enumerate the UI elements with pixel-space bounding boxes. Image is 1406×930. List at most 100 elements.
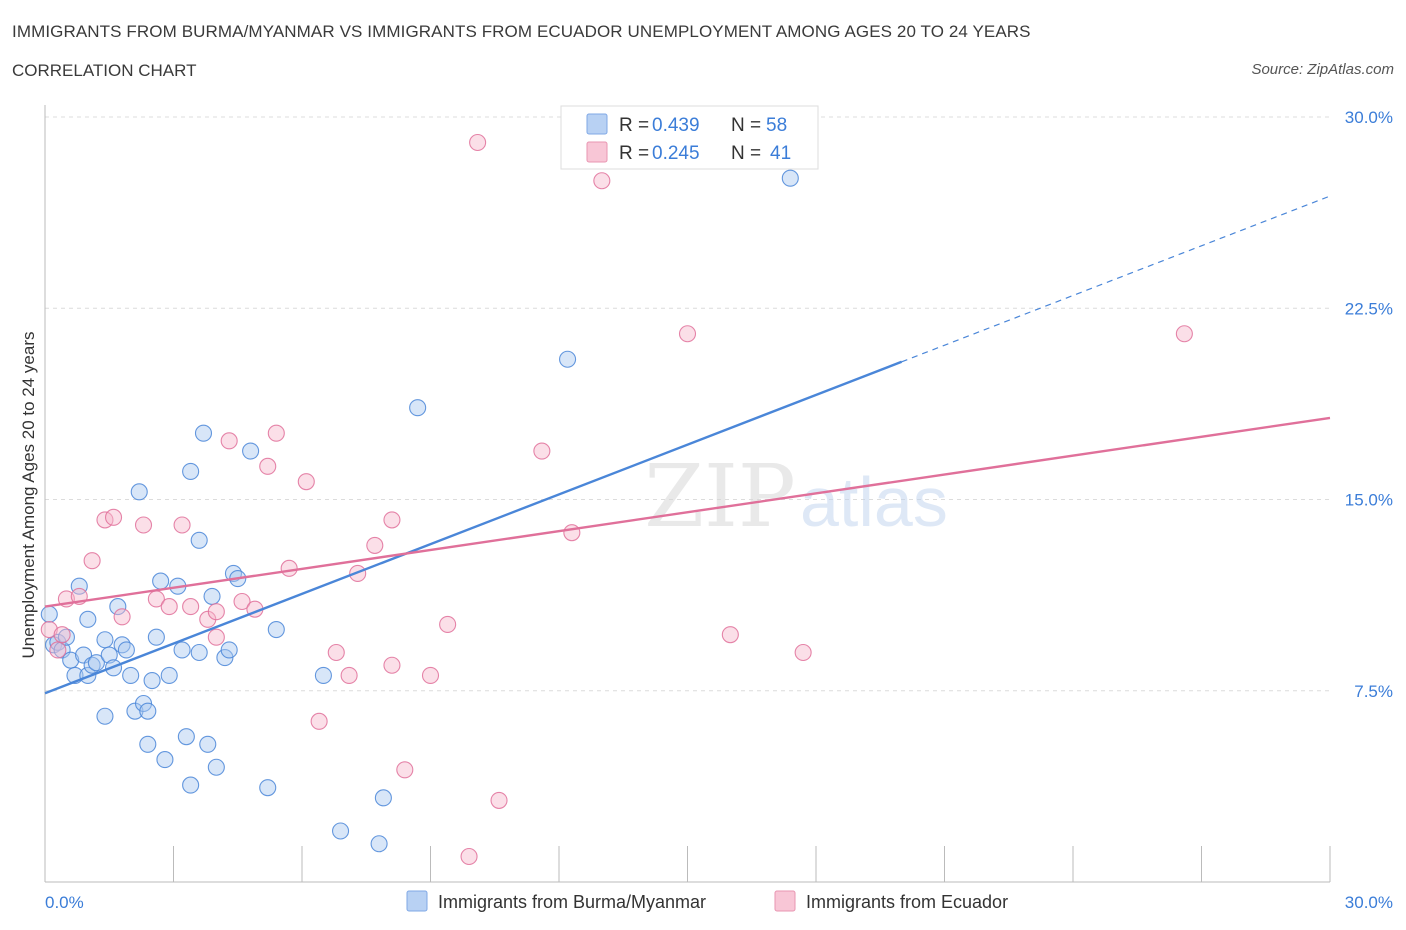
y-tick-label: 22.5% (1345, 299, 1393, 318)
series-legend: Immigrants from Burma/Myanmar Immigrants… (406, 890, 1008, 912)
point-ecuador (533, 442, 551, 460)
point-burma (139, 702, 157, 720)
trend-lines (44, 195, 1331, 695)
point-burma (259, 779, 277, 797)
point-burma (139, 735, 157, 753)
legend-r-value-ecuador: 0.245 (652, 143, 700, 164)
point-burma (156, 751, 174, 769)
point-ecuador (259, 457, 277, 475)
trend-line-ecuador (44, 416, 1331, 608)
point-burma (781, 169, 799, 187)
point-burma (370, 835, 388, 853)
point-burma (70, 577, 88, 595)
y-tick-labels: 7.5% 15.0% 22.5% 30.0% (1345, 108, 1393, 701)
point-ecuador (1175, 325, 1193, 343)
point-burma (331, 822, 350, 840)
point-burma (267, 620, 285, 639)
legend-swatch-ecuador (586, 141, 608, 163)
point-burma (96, 707, 114, 725)
point-burma (40, 605, 58, 623)
bottom-legend-label-ecuador: Immigrants from Ecuador (806, 892, 1008, 912)
legend-r-label-ecuador: R = (619, 143, 649, 164)
point-burma (100, 646, 118, 664)
point-burma (122, 666, 140, 685)
point-burma (160, 666, 178, 685)
point-burma (207, 758, 225, 776)
point-ecuador (678, 325, 697, 343)
point-ecuador (173, 516, 191, 534)
x-tick-label-min: 0.0% (45, 893, 84, 912)
point-ecuador (469, 133, 487, 152)
point-ecuador (49, 641, 67, 659)
watermark-zip: ZIP (644, 447, 796, 547)
point-burma (79, 610, 97, 628)
point-ecuador (297, 473, 315, 491)
point-burma (220, 641, 238, 659)
point-ecuador (233, 592, 251, 611)
legend-n-value-burma: 58 (766, 115, 787, 136)
point-burma (194, 424, 213, 442)
y-tick-label: 15.0% (1345, 491, 1393, 510)
point-burma (182, 776, 200, 794)
point-burma (117, 641, 135, 659)
point-ecuador (490, 791, 508, 809)
point-ecuador (134, 516, 153, 534)
point-burma (96, 631, 114, 649)
point-ecuador (563, 524, 581, 542)
chart-subtitle: CORRELATION CHART (12, 61, 197, 80)
point-ecuador (383, 656, 401, 674)
point-ecuador (593, 172, 611, 190)
x-tick-marks (44, 846, 1331, 882)
point-burma (173, 641, 191, 659)
point-ecuador (421, 666, 440, 685)
point-burma (182, 462, 200, 481)
source-label: Source: ZipAtlas.com (1251, 61, 1394, 78)
point-ecuador (327, 643, 345, 662)
point-ecuador (113, 608, 131, 626)
stats-legend: R = 0.439 N = 58 R = 0.245 N = 41 (560, 105, 819, 170)
point-burma (242, 442, 260, 460)
legend-r-label-burma: R = (619, 115, 649, 136)
point-burma (87, 654, 105, 672)
point-ecuador (104, 508, 123, 526)
point-ecuador (439, 615, 457, 634)
chart-title: IMMIGRANTS FROM BURMA/MYANMAR VS IMMIGRA… (12, 22, 1031, 41)
watermark-atlas: atlas (800, 463, 948, 541)
point-burma (190, 643, 208, 662)
point-burma (190, 531, 208, 549)
y-tick-label: 30.0% (1345, 108, 1393, 127)
trend-line-burma-extension (901, 195, 1331, 363)
point-burma (409, 399, 427, 417)
legend-swatch-burma (586, 113, 608, 135)
bottom-legend-label-burma: Immigrants from Burma/Myanmar (438, 892, 706, 912)
legend-n-value-ecuador: 41 (770, 143, 791, 164)
point-ecuador (721, 626, 739, 644)
point-ecuador (280, 559, 298, 577)
legend-r-value-burma: 0.439 (652, 115, 700, 136)
legend-n-label-ecuador: N = (731, 143, 761, 164)
point-burma (374, 789, 392, 807)
point-ecuador (53, 626, 71, 644)
point-ecuador (220, 432, 238, 450)
legend-n-label-burma: N = (731, 115, 761, 136)
point-burma (559, 350, 577, 368)
point-burma (199, 735, 217, 753)
point-ecuador (207, 603, 225, 621)
point-ecuador (794, 643, 812, 662)
point-ecuador (396, 761, 414, 779)
bottom-legend-swatch-burma (406, 890, 428, 912)
point-burma (130, 483, 148, 501)
point-ecuador (40, 620, 58, 639)
y-axis-label: Unemployment Among Ages 20 to 24 years (19, 332, 38, 659)
point-ecuador (160, 598, 178, 616)
point-burma (152, 572, 170, 590)
point-burma (109, 598, 127, 616)
point-ecuador (182, 598, 200, 616)
bottom-legend-swatch-ecuador (774, 890, 796, 912)
point-burma (147, 628, 165, 646)
point-ecuador (310, 712, 328, 730)
point-ecuador (383, 511, 401, 529)
point-ecuador (267, 424, 285, 442)
point-ecuador (207, 628, 225, 646)
